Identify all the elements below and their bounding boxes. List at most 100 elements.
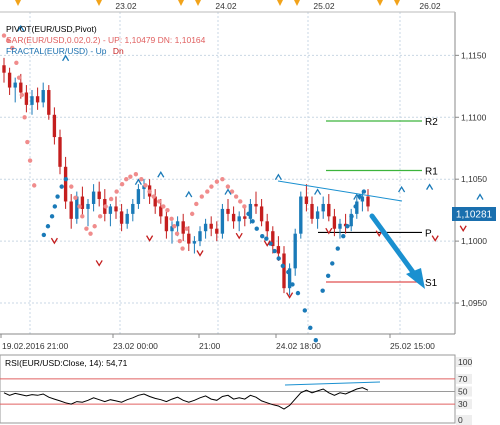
- rsi-axis: 100 70 50 30 0: [456, 357, 472, 425]
- level-label-r1: R1: [425, 167, 438, 178]
- rsi-tick-label: 100: [458, 357, 472, 367]
- current-price-label: 1,10281: [456, 210, 493, 221]
- top-event-marker: [294, 0, 300, 6]
- rsi-tick-bg: [456, 415, 472, 425]
- candle-body: [35, 96, 40, 103]
- fractal-up-marker: [426, 183, 434, 190]
- sar-dot: [286, 269, 291, 275]
- candle-body: [13, 82, 17, 88]
- fractal-dn-marker: [431, 235, 439, 242]
- sar-dot: [174, 231, 180, 236]
- sar-dot: [272, 248, 277, 254]
- fractal-up-marker: [157, 170, 165, 178]
- sar-dot: [205, 189, 210, 194]
- sar-dot: [77, 204, 82, 209]
- sar-dot: [84, 226, 89, 231]
- candle-body: [170, 226, 174, 232]
- candle-body: [164, 216, 169, 232]
- sar-dot: [184, 226, 189, 231]
- sar-dot: [199, 194, 204, 199]
- sar-dot: [32, 183, 37, 188]
- candle-body: [293, 233, 297, 269]
- rsi-tick-label: 30: [458, 399, 468, 409]
- sar-dot: [225, 184, 231, 189]
- top-date-label: 24.02: [215, 1, 237, 11]
- candle-body: [58, 137, 62, 167]
- rsi-line: [3, 387, 369, 410]
- sar-dot: [124, 176, 129, 182]
- sar-dot: [313, 337, 319, 343]
- candle-body: [153, 196, 157, 207]
- sar-dot: [214, 179, 220, 184]
- price-panel: [0, 12, 455, 334]
- candle-body: [86, 203, 90, 209]
- sar-dot: [295, 290, 301, 296]
- candle-body: [19, 82, 23, 93]
- candle-body: [75, 196, 79, 219]
- fractal-up-marker: [353, 193, 361, 200]
- rsi-tick-bg: [456, 373, 472, 384]
- sar-dot: [260, 233, 265, 239]
- sar-dot: [139, 176, 144, 182]
- candle-body: [97, 191, 101, 200]
- candle-body: [131, 203, 135, 214]
- candle-body: [108, 206, 113, 214]
- x-tick-label: 19.02.2016 21:00: [2, 341, 68, 351]
- candle-body: [159, 206, 163, 217]
- rsi-tick-label: 70: [458, 374, 468, 384]
- sar-dot: [290, 282, 295, 287]
- candle-body: [237, 216, 241, 222]
- legend-pivot: PIVOT(EUR/USD,Pivot): [6, 24, 97, 34]
- sar-dot: [45, 224, 51, 229]
- fractal-dn-marker: [286, 292, 294, 299]
- sar-dot: [27, 158, 33, 163]
- candle-body: [265, 221, 269, 232]
- sar-dot: [280, 263, 286, 269]
- sar-dot: [320, 288, 325, 293]
- sar-dot: [16, 75, 22, 80]
- fractal-up-marker: [185, 190, 193, 198]
- current-price-marker: 1,10281: [452, 207, 496, 221]
- legend-sar: SAR(EUR/USD,0.02,0.2) - UP: 1,10479 DN: …: [6, 35, 206, 45]
- sar-dot: [250, 219, 255, 224]
- sar-dot: [22, 115, 27, 120]
- fractal-up-marker: [274, 173, 282, 181]
- fractal-dn-marker: [95, 260, 103, 267]
- sar-dot: [133, 172, 139, 177]
- forecast-arrow: [369, 213, 425, 289]
- sar-dot: [59, 184, 64, 189]
- sar-dot: [119, 181, 125, 187]
- sar-dot: [169, 216, 174, 222]
- legend-fractal-up: FRACTAL(EUR/USD) - Up: [6, 46, 107, 56]
- candle-body: [304, 196, 309, 204]
- sar-dot: [114, 189, 119, 194]
- candle-body: [231, 213, 236, 222]
- sar-dots: [1, 33, 367, 343]
- top-event-marker: [178, 0, 184, 6]
- fractal-up-marker: [17, 24, 25, 32]
- sar-dot: [147, 189, 152, 194]
- sar-dot: [41, 232, 47, 238]
- fractal-up-marker: [476, 193, 484, 200]
- candle-body: [248, 203, 253, 219]
- candle-body: [119, 211, 124, 224]
- top-event-marker: [377, 0, 383, 6]
- candle-body: [47, 90, 51, 115]
- y-tick-label: 1,0950: [461, 298, 487, 308]
- x-tick-label: 25.02 15:00: [390, 341, 435, 351]
- rsi-tick-bg: [456, 357, 472, 367]
- sar-dot: [1, 33, 7, 38]
- sar-dot: [341, 233, 346, 239]
- rsi-tick-label: 0: [458, 415, 463, 425]
- top-event-marker: [15, 0, 21, 6]
- sar-dot: [254, 226, 259, 231]
- candle-body: [254, 203, 258, 207]
- sar-dot: [180, 246, 185, 251]
- candle-body: [259, 206, 264, 222]
- candle-body: [30, 96, 34, 105]
- fractal-markers: [17, 24, 484, 299]
- rsi-trendline: [284, 381, 381, 386]
- sar-dot: [49, 214, 55, 219]
- candle-body: [215, 228, 219, 234]
- price-axis: 1,1150 1,1100 1,1050 1,1000 1,0950: [455, 50, 487, 308]
